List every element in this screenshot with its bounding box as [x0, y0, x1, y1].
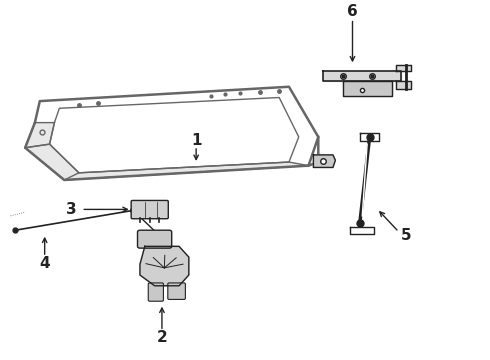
FancyBboxPatch shape	[138, 230, 172, 248]
Polygon shape	[396, 65, 411, 71]
Polygon shape	[396, 81, 411, 89]
Text: 2: 2	[157, 330, 167, 345]
Text: 4: 4	[39, 256, 50, 271]
Polygon shape	[25, 144, 79, 180]
FancyBboxPatch shape	[168, 283, 185, 300]
Polygon shape	[343, 81, 392, 96]
FancyBboxPatch shape	[131, 201, 168, 219]
Polygon shape	[140, 246, 189, 286]
Text: 6: 6	[347, 4, 358, 19]
Polygon shape	[25, 123, 54, 148]
Polygon shape	[64, 162, 309, 180]
Polygon shape	[314, 155, 335, 167]
Polygon shape	[323, 71, 401, 81]
FancyBboxPatch shape	[148, 283, 163, 301]
Text: 3: 3	[66, 202, 77, 217]
Text: 5: 5	[401, 228, 412, 243]
Text: 1: 1	[191, 133, 201, 148]
